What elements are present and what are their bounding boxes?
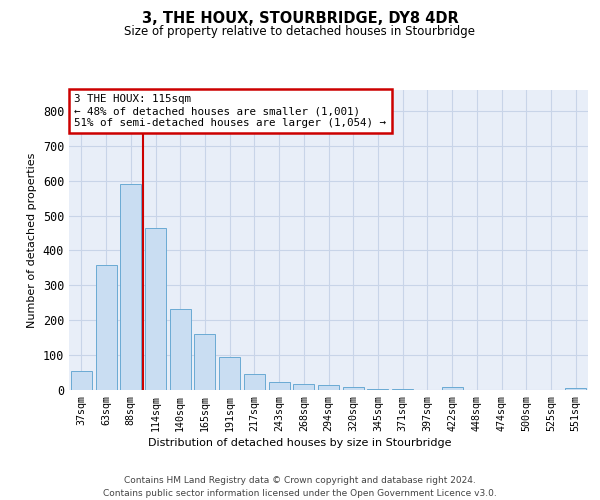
Text: Distribution of detached houses by size in Stourbridge: Distribution of detached houses by size …	[148, 438, 452, 448]
Text: Contains HM Land Registry data © Crown copyright and database right 2024.: Contains HM Land Registry data © Crown c…	[124, 476, 476, 485]
Bar	[71, 371, 92, 390]
Bar	[145, 228, 166, 390]
Bar	[318, 385, 339, 390]
Text: Size of property relative to detached houses in Stourbridge: Size of property relative to detached ho…	[125, 25, 476, 38]
Bar	[95, 266, 116, 390]
Bar	[565, 388, 586, 390]
Bar	[120, 184, 141, 390]
Bar	[269, 382, 290, 390]
Bar	[343, 386, 364, 390]
Text: 3 THE HOUX: 115sqm
← 48% of detached houses are smaller (1,001)
51% of semi-deta: 3 THE HOUX: 115sqm ← 48% of detached hou…	[74, 94, 386, 128]
Text: 3, THE HOUX, STOURBRIDGE, DY8 4DR: 3, THE HOUX, STOURBRIDGE, DY8 4DR	[142, 11, 458, 26]
Bar	[219, 357, 240, 390]
Text: Contains public sector information licensed under the Open Government Licence v3: Contains public sector information licen…	[103, 489, 497, 498]
Bar	[442, 387, 463, 390]
Bar	[367, 389, 388, 390]
Bar	[170, 309, 191, 390]
Y-axis label: Number of detached properties: Number of detached properties	[27, 152, 37, 328]
Bar	[194, 334, 215, 390]
Bar	[293, 384, 314, 390]
Bar	[244, 374, 265, 390]
